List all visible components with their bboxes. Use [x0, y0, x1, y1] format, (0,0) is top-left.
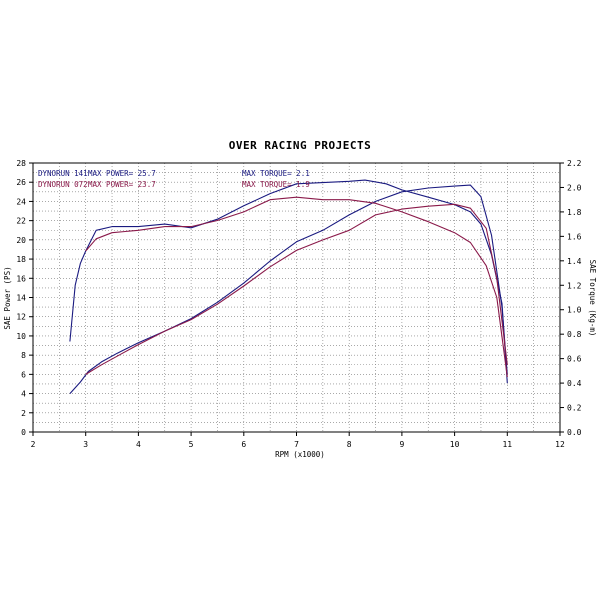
x-tick-label: 4 — [136, 440, 141, 449]
chart-title: OVER RACING PROJECTS — [229, 139, 371, 152]
legend-run-1: DYNORUN 141 — [38, 169, 88, 178]
x-axis-label: RPM (x1000) — [275, 450, 325, 459]
y-tick-label: 8 — [21, 351, 26, 360]
y-tick-label: 4 — [21, 390, 26, 399]
x-tick-label: 5 — [189, 440, 194, 449]
x-tick-label: 10 — [450, 440, 460, 449]
grid — [33, 163, 560, 432]
y-tick-label: 28 — [16, 159, 26, 168]
y2-tick-label: 1.2 — [567, 281, 582, 290]
x-tick-label: 11 — [502, 440, 512, 449]
y2-tick-label: 2.0 — [567, 183, 582, 192]
y2-tick-label: 0.2 — [567, 404, 582, 413]
y-axis-label: SAE Power (PS) — [3, 266, 12, 329]
series-line-2-torque — [69, 179, 508, 384]
y-tick-label: 6 — [21, 370, 26, 379]
y2-tick-label: 2.2 — [567, 159, 582, 168]
y-axis-right: 0.0 0.2 0.4 0.6 0.8 1.0 1.2 1.4 1.6 1.8 2.0 2.2 — [560, 159, 582, 437]
y-tick-label: 2 — [21, 409, 26, 418]
y2-tick-label: 1.0 — [567, 306, 582, 315]
x-tick-label: 7 — [294, 440, 299, 449]
x-tick-label: 6 — [241, 440, 246, 449]
legend-power-1: MAX POWER= 25.7 — [88, 169, 156, 178]
x-tick-label: 8 — [347, 440, 352, 449]
y-tick-label: 14 — [16, 294, 26, 303]
x-tick-label: 2 — [31, 440, 36, 449]
x-tick-label: 12 — [555, 440, 565, 449]
y2-tick-label: 1.6 — [567, 232, 582, 241]
y-tick-label: 16 — [16, 274, 26, 283]
legend-power-2: MAX POWER= 23.7 — [88, 180, 156, 189]
y2-tick-label: 1.4 — [567, 257, 582, 266]
y2-tick-label: 0.0 — [567, 428, 582, 437]
y-tick-label: 12 — [16, 313, 26, 322]
y-tick-label: 24 — [16, 197, 26, 206]
series-line-1-power — [69, 184, 508, 394]
legend-torque-2: MAX TORQUE= 1.9 — [242, 180, 310, 189]
y2-tick-label: 0.8 — [567, 330, 582, 339]
legend: DYNORUN 141 MAX POWER= 25.7 MAX TORQUE= … — [38, 169, 310, 189]
y2-tick-label: 0.6 — [567, 355, 582, 364]
y-tick-label: 20 — [16, 236, 26, 245]
series-line-3-power — [85, 203, 508, 375]
series-lines — [69, 179, 508, 394]
x-tick-label: 9 — [399, 440, 404, 449]
y-tick-label: 22 — [16, 217, 26, 226]
y-tick-label: 26 — [16, 178, 26, 187]
legend-run-2: DYNORUN 072 — [38, 180, 88, 189]
y2-tick-label: 1.8 — [567, 208, 582, 217]
y2-tick-label: 0.4 — [567, 379, 582, 388]
x-axis: 2 3 4 5 6 7 8 9 10 11 12 — [31, 432, 565, 449]
y-tick-label: 18 — [16, 255, 26, 264]
y-tick-label: 0 — [21, 428, 26, 437]
legend-torque-1: MAX TORQUE= 2.1 — [242, 169, 310, 178]
x-tick-label: 3 — [83, 440, 88, 449]
y-tick-label: 10 — [16, 332, 26, 341]
y2-axis-label: SAE Torque (Kg-m) — [588, 260, 597, 337]
series-line-4-torque — [85, 196, 508, 378]
